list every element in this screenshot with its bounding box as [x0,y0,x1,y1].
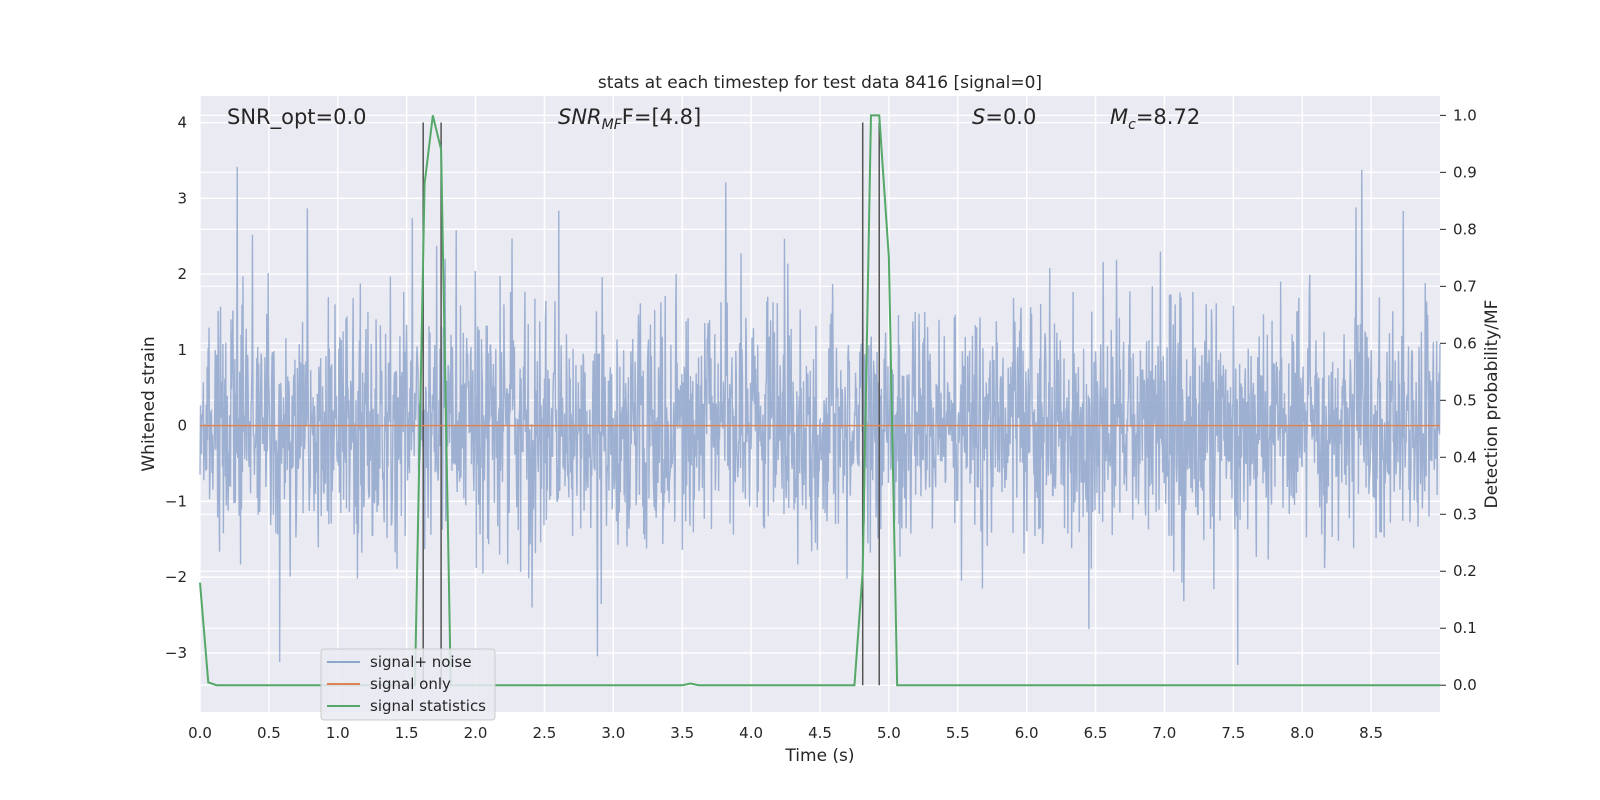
x-tick-label: 4.5 [808,724,832,742]
y2-tick-label: 0.7 [1453,277,1477,295]
x-tick-label: 3.5 [670,724,694,742]
y-tick-label: 2 [177,265,187,283]
x-tick-label: 6.0 [1015,724,1039,742]
series-signal-noise [199,166,1441,665]
x-tick-label: 1.0 [326,724,350,742]
annotation-snr-mf-sub: MF [602,117,623,133]
y2-tick-label: 0.6 [1453,334,1477,352]
annotation-snr-mf-main: SNR [558,105,602,129]
y2-tick-label: 1.0 [1453,106,1477,124]
y2-axis-label: Detection probability/MF [1482,300,1502,509]
annotation-snr-opt: SNR_opt=0.0 [227,105,367,130]
x-tick-label: 7.5 [1221,724,1245,742]
y2-tick-label: 0.8 [1453,220,1477,238]
legend-label-signal-noise: signal+ noise [370,653,472,671]
legend-box [320,648,496,721]
annotation-s: S=0.0 [972,105,1036,129]
y-tick-label: −3 [165,644,187,662]
y2-tick-label: 0.9 [1453,163,1477,181]
x-tick-label: 7.0 [1153,724,1177,742]
legend-label-signal-only: signal only [370,675,451,693]
y2-tick-label: 0.5 [1453,391,1477,409]
y-tick-label: 4 [177,114,187,132]
signal-noise-series [199,166,1441,665]
x-tick-label: 5.5 [946,724,970,742]
annotation-mc-sub: c [1128,117,1136,133]
y-tick-label: 0 [177,417,187,435]
vertical-markers [422,122,880,686]
y2-tick-label: 0.0 [1453,676,1477,694]
annotation-mc-rest: =8.72 [1136,105,1200,129]
y-tick-label: 1 [177,341,187,359]
x-tick-label: 2.0 [464,724,488,742]
annotation-snr-mf-rest: F=[4.8] [622,105,701,129]
y2-axis-ticks: 1.0 0.9 0.8 0.7 0.6 0.5 0.4 0.3 0.2 0.1 0.0 [1440,106,1477,694]
x-axis-label: Time (s) [784,746,854,766]
y2-tick-label: 0.1 [1453,619,1477,637]
y-tick-label: −1 [165,492,187,510]
y-tick-label: 3 [177,189,187,207]
x-axis-ticks: 0.0 0.5 1.0 1.5 2.0 2.5 3.0 3.5 4.0 4.5 5.0 5.5 6.0 6… [188,724,1383,742]
x-tick-label: 0.0 [188,724,212,742]
y-tick-label: −2 [165,568,187,586]
x-tick-label: 3.0 [601,724,625,742]
x-tick-label: 4.0 [739,724,763,742]
x-tick-label: 0.5 [257,724,281,742]
x-tick-label: 1.5 [395,724,419,742]
x-tick-label: 8.5 [1359,724,1383,742]
annotation-mc-main: M [1110,105,1128,129]
x-tick-label: 2.5 [533,724,557,742]
annotation-s-main: S [972,105,985,129]
legend: signal+ noise signal only signal statist… [320,648,496,721]
legend-label-signal-statistics: signal statistics [370,697,486,715]
x-tick-label: 6.5 [1084,724,1108,742]
annotation-snr-mf: SNRMFF=[4.8] [558,105,701,133]
annotation-mc: Mc=8.72 [1110,105,1200,133]
y2-tick-label: 0.3 [1453,505,1477,523]
y2-tick-label: 0.2 [1453,562,1477,580]
x-tick-label: 5.0 [877,724,901,742]
y-axis-ticks: 4 3 2 1 0 −1 −2 −3 [165,114,187,662]
y2-tick-label: 0.4 [1453,448,1477,466]
y-axis-label: Whitened strain [139,336,159,471]
x-tick-label: 8.0 [1290,724,1314,742]
chart-title: stats at each timestep for test data 841… [598,73,1042,93]
annotation-s-rest: =0.0 [985,105,1036,129]
